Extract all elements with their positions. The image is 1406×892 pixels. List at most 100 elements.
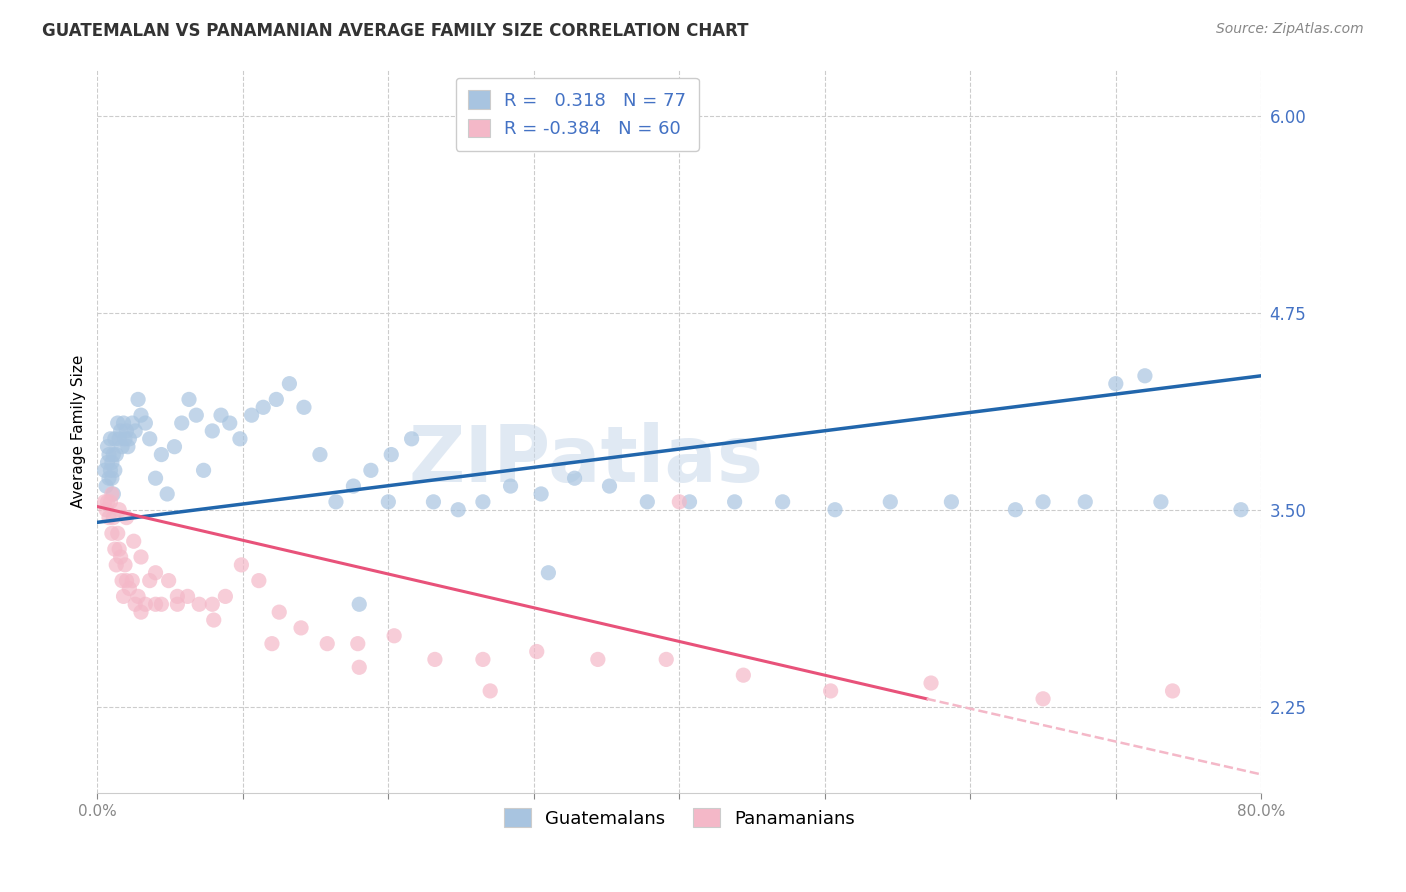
Point (103, 487, 125, 501)
Text: GUATEMALAN VS PANAMANIAN AVERAGE FAMILY SIZE CORRELATION CHART: GUATEMALAN VS PANAMANIAN AVERAGE FAMILY … (42, 22, 748, 40)
Point (186, 408, 208, 422)
Point (526, 644, 548, 658)
Point (100, 432, 122, 446)
Point (920, 676, 942, 690)
Point (107, 526, 129, 541)
Point (655, 652, 678, 666)
Point (290, 621, 312, 635)
Point (129, 408, 152, 422)
Point (772, 495, 794, 509)
Point (499, 479, 522, 493)
Point (1032, 691, 1054, 706)
Point (360, 463, 382, 477)
Point (118, 432, 141, 446)
Point (349, 597, 371, 611)
Point (94, 479, 117, 493)
Point (110, 424, 132, 438)
Point (678, 495, 700, 509)
Point (124, 424, 146, 438)
Point (101, 471, 124, 485)
Point (537, 566, 560, 580)
Point (240, 408, 263, 422)
Point (166, 597, 188, 611)
Text: ZIPatlas: ZIPatlas (409, 422, 763, 498)
Point (94, 502, 117, 516)
Point (879, 495, 901, 509)
Point (252, 401, 274, 415)
Point (93, 495, 115, 509)
Point (166, 590, 188, 604)
Point (145, 471, 167, 485)
Point (105, 558, 128, 572)
Point (145, 597, 167, 611)
Point (115, 574, 138, 588)
Point (214, 590, 236, 604)
Point (377, 495, 399, 509)
Point (479, 684, 502, 698)
Point (292, 401, 315, 415)
Point (530, 487, 553, 501)
Point (266, 392, 288, 407)
Point (100, 463, 122, 477)
Point (101, 455, 124, 469)
Point (110, 549, 132, 564)
Point (112, 416, 135, 430)
Point (156, 487, 179, 501)
Point (105, 448, 128, 462)
Point (1105, 376, 1128, 391)
Point (96, 495, 118, 509)
Point (447, 502, 470, 516)
Point (163, 440, 186, 454)
Point (382, 629, 405, 643)
Point (309, 448, 332, 462)
Point (111, 440, 134, 454)
Point (127, 392, 149, 407)
Point (824, 502, 846, 516)
Point (98, 448, 121, 462)
Point (98, 471, 121, 485)
Point (134, 597, 156, 611)
Point (124, 597, 146, 611)
Point (93, 463, 115, 477)
Point (112, 590, 135, 604)
Point (157, 574, 180, 588)
Point (101, 487, 124, 501)
Point (104, 463, 127, 477)
Point (176, 590, 198, 604)
Point (108, 542, 131, 557)
Point (108, 502, 131, 516)
Y-axis label: Average Family Size: Average Family Size (72, 354, 86, 508)
Point (202, 613, 225, 627)
Point (117, 440, 139, 454)
Point (150, 448, 173, 462)
Point (122, 534, 145, 549)
Point (104, 542, 127, 557)
Point (114, 558, 136, 572)
Point (1004, 502, 1026, 516)
Point (1230, 502, 1253, 516)
Point (103, 448, 125, 462)
Point (111, 574, 134, 588)
Point (423, 652, 446, 666)
Point (401, 432, 423, 446)
Point (1032, 495, 1054, 509)
Point (100, 495, 122, 509)
Point (342, 479, 364, 493)
Point (941, 495, 963, 509)
Point (564, 471, 586, 485)
Point (723, 495, 745, 509)
Point (118, 582, 141, 596)
Point (134, 416, 156, 430)
Point (209, 408, 232, 422)
Point (127, 590, 149, 604)
Point (1161, 684, 1184, 698)
Point (346, 637, 368, 651)
Point (471, 652, 494, 666)
Point (733, 668, 755, 682)
Point (193, 463, 215, 477)
Point (229, 432, 252, 446)
Point (107, 416, 129, 430)
Point (218, 416, 240, 430)
Point (1133, 368, 1156, 383)
Point (422, 495, 444, 509)
